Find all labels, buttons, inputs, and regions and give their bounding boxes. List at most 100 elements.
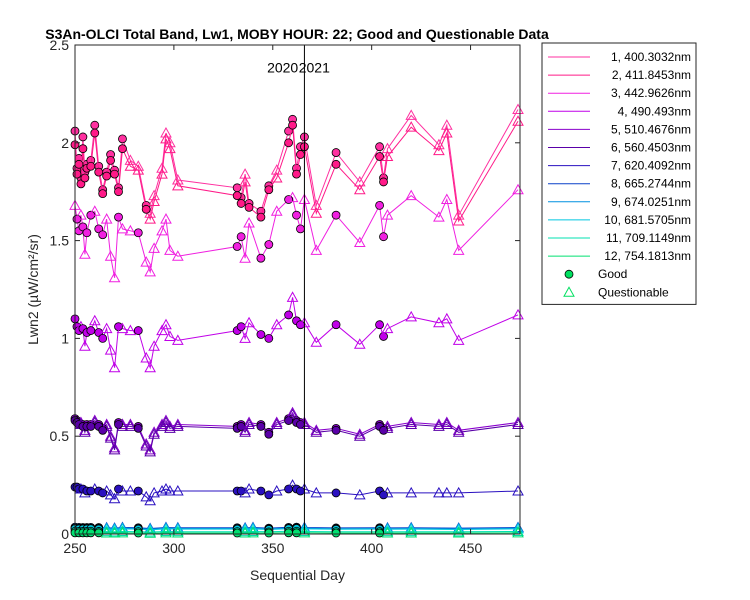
data-point-questionable (310, 426, 323, 437)
data-point-questionable (433, 144, 445, 156)
data-point-questionable (405, 189, 418, 201)
data-point-good (98, 189, 108, 199)
data-point-good (98, 230, 108, 240)
legend-entry-label: 3, 442.9626nm (611, 86, 691, 100)
data-point-questionable (512, 526, 524, 538)
data-point-questionable (381, 486, 394, 498)
year-annotation-2: 2021 (299, 59, 330, 75)
data-point-questionable (243, 418, 255, 429)
data-point-questionable (164, 420, 176, 431)
data-point-questionable (353, 183, 366, 195)
data-point-good (133, 423, 143, 433)
y-tick-label: 0 (61, 526, 69, 542)
legend-entry-label: 9, 674.0251nm (611, 195, 691, 209)
data-point-questionable (140, 437, 153, 449)
data-point-questionable (148, 195, 160, 206)
data-point-questionable (353, 338, 366, 349)
data-point-questionable (160, 126, 172, 138)
data-point-questionable (381, 525, 394, 537)
data-point-questionable (381, 150, 394, 161)
data-point-good (379, 232, 388, 242)
data-point-questionable (239, 332, 251, 343)
data-point-good (264, 333, 274, 343)
data-point-questionable (440, 312, 453, 324)
data-point-good (375, 320, 384, 330)
legend-entry-label: 2, 411.8453nm (612, 68, 691, 82)
data-point-good (86, 528, 96, 538)
data-point-questionable (88, 314, 101, 326)
data-point-good (296, 224, 305, 234)
data-point-good (375, 200, 384, 210)
data-point-questionable (405, 525, 418, 537)
data-point-good (90, 128, 100, 138)
data-point-questionable (116, 525, 129, 536)
data-point-questionable (353, 488, 366, 500)
data-point-questionable (440, 119, 453, 130)
legend-entry-label: 7, 620.4092nm (611, 159, 691, 173)
data-point-questionable (452, 525, 465, 537)
data-point-questionable (440, 418, 453, 429)
data-point-good (102, 171, 112, 181)
x-axis-label: Sequential Day (250, 567, 345, 583)
data-point-questionable (381, 209, 394, 220)
data-point-questionable (160, 213, 172, 224)
data-point-questionable (405, 526, 418, 538)
data-point-questionable (381, 422, 394, 433)
data-point-questionable (100, 420, 113, 431)
data-point-questionable (144, 445, 157, 457)
legend-entry-label: 5, 510.4676nm (611, 122, 691, 136)
data-point-good (118, 134, 127, 144)
legend-entry-label: 11, 709.1149nm (606, 231, 691, 245)
data-point-good (292, 210, 301, 220)
data-point-questionable (405, 416, 418, 428)
legend-marker-label: Questionable (598, 285, 669, 299)
plot-area: 2020 2021 (69, 45, 524, 538)
series-line-6 (74, 413, 519, 454)
legend: 1, 400.3032nm 2, 411.8453nm 3, 442.9626nm 4… (541, 42, 697, 305)
data-point-questionable (452, 424, 465, 435)
data-point-good (331, 210, 341, 220)
data-point-good (118, 144, 127, 154)
data-point-questionable (164, 330, 176, 341)
data-point-questionable (144, 213, 157, 224)
data-point-good (232, 528, 242, 538)
data-point-questionable (440, 486, 453, 498)
data-point-good (86, 161, 96, 171)
data-point-questionable (512, 115, 524, 126)
data-point-questionable (270, 416, 283, 428)
chart-title: S3An-OLCI Total Band, Lw1, MOBY HOUR: 22… (45, 26, 549, 42)
data-point-good (331, 320, 341, 330)
data-point-good (78, 132, 88, 142)
legend-entry-label: 10, 681.5705nm (604, 213, 691, 227)
data-point-questionable (79, 248, 91, 259)
data-point-questionable (243, 216, 255, 228)
data-point-questionable (512, 183, 524, 195)
data-point-questionable (286, 406, 299, 418)
data-point-good (284, 528, 294, 538)
data-point-questionable (156, 484, 168, 496)
legend-entry-label: 8, 665.2744nm (611, 177, 691, 191)
data-point-questionable (239, 252, 251, 263)
data-point-questionable (132, 164, 145, 175)
data-point-good (375, 152, 384, 161)
data-point-questionable (270, 418, 283, 429)
data-point-good (94, 528, 104, 538)
x-tick-label: 300 (162, 540, 186, 556)
data-point-questionable (433, 486, 445, 498)
data-point-questionable (405, 121, 418, 132)
data-point-good (106, 156, 115, 165)
axes: 250 300 350 400 450 0 0.5 1 1.5 2 2.5 (50, 37, 521, 556)
data-point-good (331, 425, 341, 435)
data-point-questionable (140, 439, 153, 451)
data-point-questionable (433, 420, 445, 431)
data-point-good (98, 333, 108, 343)
data-point-questionable (286, 291, 299, 302)
data-point-questionable (405, 310, 418, 322)
data-point-good (292, 169, 301, 179)
data-point-good (284, 138, 294, 148)
data-point-questionable (148, 428, 160, 439)
data-point-questionable (353, 430, 366, 441)
data-point-good (72, 169, 82, 179)
